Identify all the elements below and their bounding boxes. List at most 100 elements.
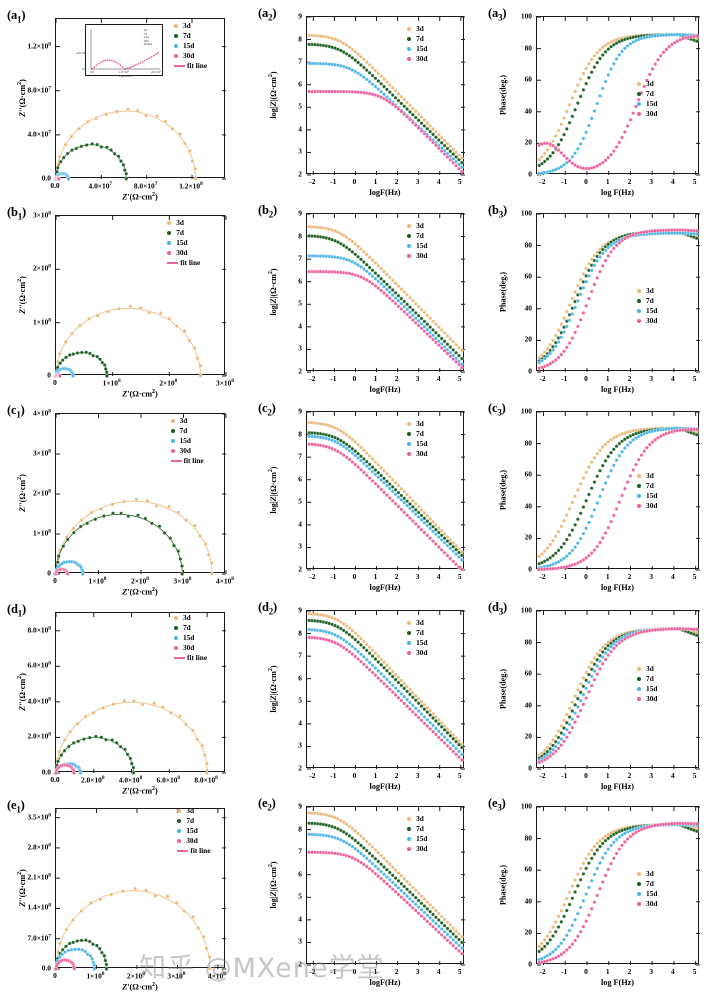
xtick-c2-1: -1	[330, 572, 337, 581]
legend-label-15d: 15d	[186, 826, 198, 835]
xtick-e2-0: -2	[309, 967, 316, 976]
legend-label-7d: 7d	[186, 816, 195, 825]
yaxis-title-a3: Phase(deg.)	[498, 74, 508, 116]
legend-label-7d: 7d	[646, 673, 654, 683]
xtick-a2-5: 3	[415, 177, 420, 186]
ytick-a3-4: 80	[524, 43, 532, 53]
legend-item-15d-b3: 15d	[637, 306, 657, 316]
ytick-d3-2: 40	[524, 700, 532, 710]
xtick-a1-2: 8.0×107	[133, 181, 158, 191]
series-7d-d1	[53, 734, 136, 775]
xtick-b3-5: 3	[649, 374, 654, 383]
series-30d-a2	[307, 89, 464, 174]
legend-label-3d: 3d	[646, 79, 654, 89]
legend-item-7d-c1: 7d	[170, 426, 204, 436]
legend-marker-15d	[637, 102, 642, 107]
legend-label-7d: 7d	[416, 34, 424, 43]
legend-label-3d: 3d	[646, 471, 654, 481]
legend-label-30d: 30d	[416, 449, 428, 458]
ytick-b2-3: 5	[298, 298, 302, 308]
ytick-c2-0: 2	[298, 564, 302, 574]
series-3d-b1	[52, 304, 203, 378]
legend-label-7d: 7d	[416, 628, 424, 637]
xtick-a3-3: 1	[605, 177, 610, 186]
xtick-e1-3: 3×108	[167, 971, 186, 981]
ytick-a2-2: 4	[298, 124, 302, 134]
legend-marker-30d	[637, 504, 642, 509]
panel-d1: (d1) 0.0 2.0×108 4.0×108 6.0×108 8.0×108 0.0 2.…	[0, 594, 245, 796]
legend-c3: 3d 7d 15d 30d	[637, 471, 657, 511]
ytick-a2-6: 8	[298, 34, 302, 44]
xtick-b3-3: 1	[605, 374, 610, 383]
series-7d-d2	[307, 618, 464, 750]
ytick-d1-4: 8.0×108	[27, 625, 51, 635]
ytick-d3-4: 80	[524, 637, 532, 647]
legend-marker-3d	[407, 27, 412, 31]
legend-marker-3d	[637, 666, 642, 671]
legend-c2: 3d 7d 15d 30d	[407, 419, 427, 459]
series-3d-c2	[307, 420, 464, 554]
series-30d-a3	[537, 33, 699, 171]
yaxis-title-e3: Phase(deg.)	[498, 864, 508, 906]
legend-item-15d-b2: 15d	[407, 241, 427, 251]
xtick-b3-4: 2	[627, 374, 632, 383]
ytick-c2-5: 7	[298, 451, 302, 461]
legend-label-7d: 7d	[416, 824, 424, 833]
ytick-e3-3: 60	[524, 864, 532, 874]
plot-svg-a2	[307, 16, 465, 176]
ytick-c2-4: 6	[298, 474, 302, 484]
xtick-d3-2: 0	[584, 771, 588, 780]
xtick-e2-2: 0	[352, 967, 357, 976]
plot-svg-a3	[537, 16, 700, 176]
plot-svg-e3	[537, 806, 700, 966]
legend-label-30d: 30d	[179, 446, 191, 455]
xtick-b2-1: -1	[330, 374, 337, 383]
ytick-c3-3: 60	[524, 469, 532, 479]
yaxis-title-b3: Phase(deg.)	[498, 271, 508, 313]
series-7d-c2	[307, 430, 464, 558]
legend-label-7d: 7d	[646, 481, 654, 491]
panel-label-d1: (d1)	[7, 602, 26, 619]
xtick-a3-0: -2	[539, 177, 546, 186]
ytick-e3-4: 80	[524, 833, 532, 843]
plot-svg-c2	[307, 411, 465, 572]
series-3d-d2	[307, 611, 464, 747]
legend-marker-15d	[407, 244, 412, 248]
legend-item-7d-b2: 7d	[407, 231, 427, 241]
legend-line-swatch	[177, 850, 189, 852]
ytick-e1-3: 2.1×108	[27, 872, 51, 882]
legend-a2: 3d 7d 15d 30d	[407, 24, 427, 64]
legend-line-swatch	[167, 262, 179, 264]
legend-item-3d-e3: 3d	[637, 869, 657, 879]
legend-marker-30d	[407, 57, 412, 61]
legend-item-15d-e2: 15d	[407, 834, 427, 844]
xtick-e2-4: 2	[394, 967, 399, 976]
legend-marker-30d	[170, 449, 175, 453]
xtick-a1-3: 1.2×108	[179, 181, 203, 191]
ytick-d3-1: 20	[524, 731, 532, 741]
xaxis-title-d1: Z'(Ω·cm2)	[122, 786, 158, 796]
legend-item-fit-line-e1: fit line	[177, 846, 210, 856]
series-3d-e3	[537, 822, 699, 949]
plot-area-a3	[536, 16, 700, 176]
series-15d-e2	[307, 832, 464, 950]
xaxis-title-d2: logF(Hz)	[369, 782, 401, 791]
legend-marker-3d	[177, 809, 182, 813]
ytick-b3-5: 100	[520, 208, 532, 218]
legend-item-7d-a2: 7d	[407, 34, 427, 44]
legend-label-3d: 3d	[646, 869, 654, 879]
legend-marker-30d	[407, 254, 412, 258]
xaxis-title-b2: logF(Hz)	[369, 385, 401, 394]
ytick-e3-0: 0	[528, 959, 532, 969]
xtick-a1-1: 4.0×107	[88, 181, 113, 191]
panel-label-b1: (b1)	[7, 205, 26, 222]
series-7d-c3	[537, 426, 699, 566]
ytick-b1-0: 0	[47, 370, 51, 380]
legend-label-3d: 3d	[176, 218, 184, 227]
panel-label-e2: (e2)	[258, 796, 276, 813]
legend-marker-7d	[170, 429, 175, 433]
ytick-b3-0: 0	[528, 366, 532, 376]
ytick-e2-1: 3	[298, 936, 302, 946]
legend-item-7d-b3: 7d	[637, 296, 657, 306]
ytick-b3-1: 20	[524, 334, 532, 344]
